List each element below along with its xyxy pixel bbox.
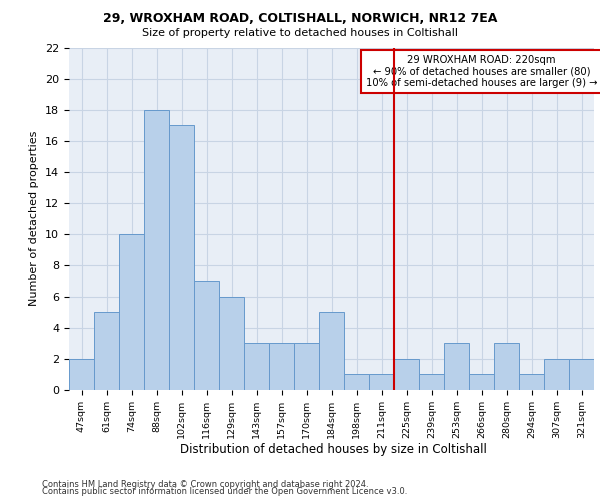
Bar [569,359,594,390]
Bar [419,374,444,390]
Text: Distribution of detached houses by size in Coltishall: Distribution of detached houses by size … [179,442,487,456]
Bar [469,374,494,390]
Bar [119,234,144,390]
Bar [369,374,394,390]
Bar [244,344,269,390]
Bar [169,126,194,390]
Bar [194,281,219,390]
Bar [144,110,169,390]
Text: 29, WROXHAM ROAD, COLTISHALL, NORWICH, NR12 7EA: 29, WROXHAM ROAD, COLTISHALL, NORWICH, N… [103,12,497,26]
Bar [544,359,569,390]
Bar [494,344,519,390]
Bar [519,374,544,390]
Bar [319,312,344,390]
Bar [69,359,94,390]
Y-axis label: Number of detached properties: Number of detached properties [29,131,40,306]
Bar [394,359,419,390]
Bar [444,344,469,390]
Bar [94,312,119,390]
Bar [219,296,244,390]
Bar [269,344,294,390]
Text: Contains public sector information licensed under the Open Government Licence v3: Contains public sector information licen… [42,487,407,496]
Text: Contains HM Land Registry data © Crown copyright and database right 2024.: Contains HM Land Registry data © Crown c… [42,480,368,489]
Text: 29 WROXHAM ROAD: 220sqm
← 90% of detached houses are smaller (80)
10% of semi-de: 29 WROXHAM ROAD: 220sqm ← 90% of detache… [366,56,597,88]
Bar [294,344,319,390]
Text: Size of property relative to detached houses in Coltishall: Size of property relative to detached ho… [142,28,458,38]
Bar [344,374,369,390]
